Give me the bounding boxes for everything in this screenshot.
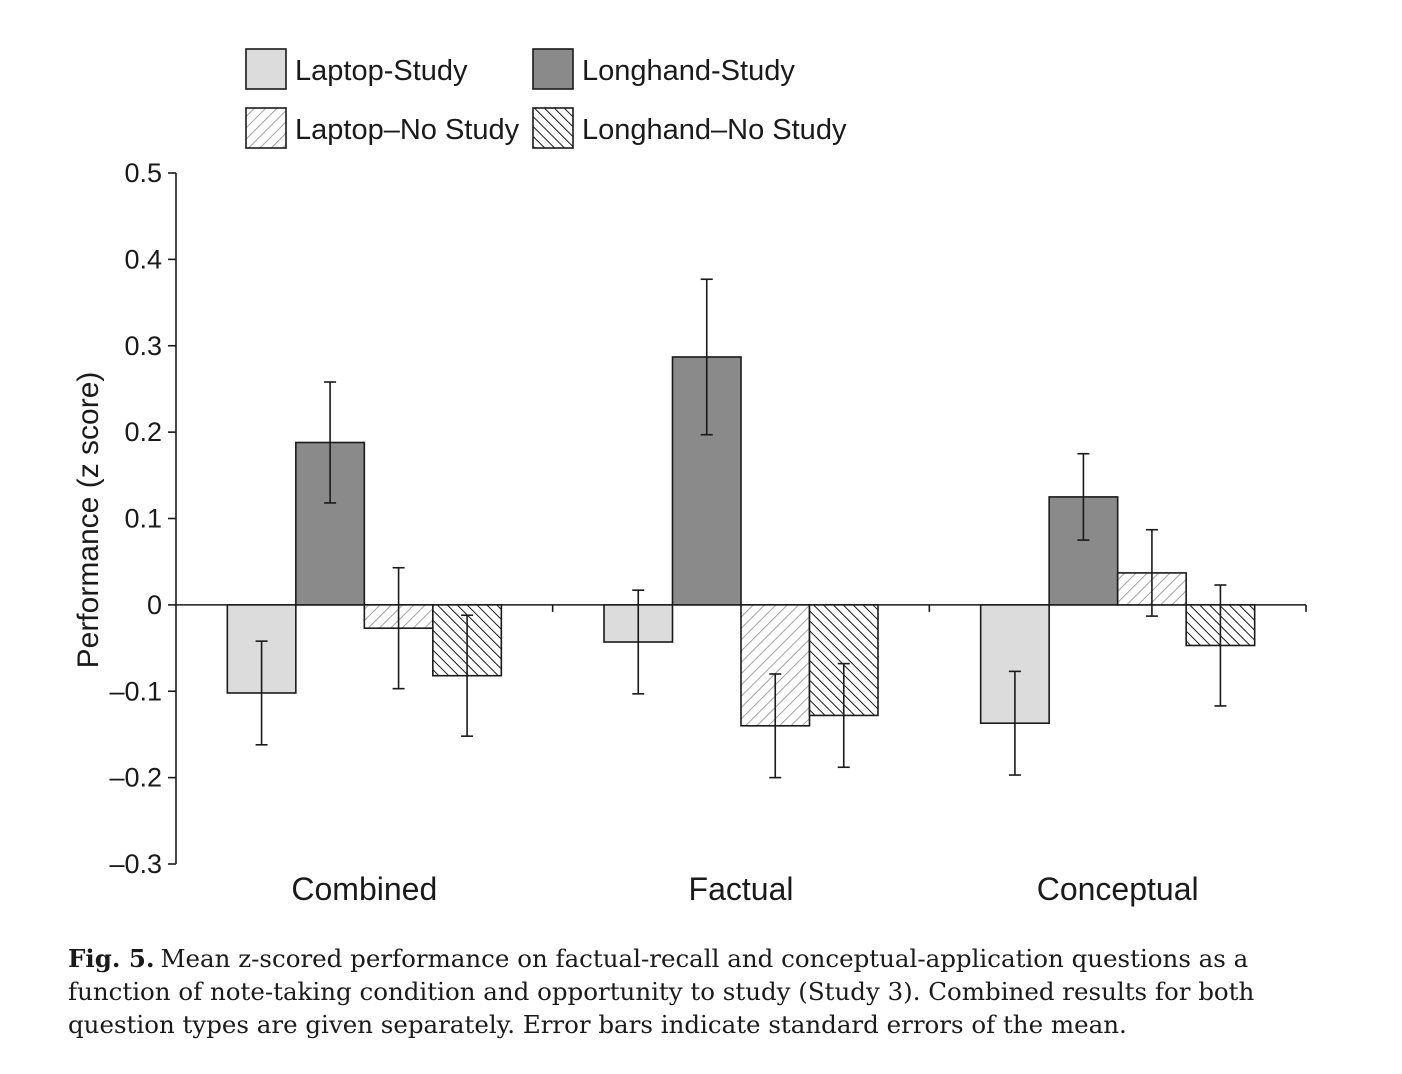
- y-tick-label: 0.2: [124, 417, 162, 447]
- legend-label: Laptop-Study: [295, 55, 468, 87]
- caption-label: Fig. 5.: [68, 944, 155, 973]
- legend-swatch: [532, 107, 574, 149]
- legend-swatch: [245, 48, 287, 90]
- y-tick-label: 0.5: [124, 158, 162, 188]
- y-tick-label: –0.2: [109, 763, 162, 793]
- bars: [226, 356, 1256, 727]
- axes: 0.5 0.4 0.3 0.2 0.1 0 –0.1 –0.2 –0.3 Performance …: [72, 158, 1307, 907]
- x-category-label: Conceptual: [1037, 871, 1199, 907]
- legend-swatch: [532, 48, 574, 90]
- y-tick-label: 0.4: [124, 244, 162, 274]
- x-category-label: Factual: [689, 871, 794, 907]
- x-category-label: Combined: [291, 871, 437, 907]
- caption-text: Mean z-scored performance on factual-rec…: [68, 944, 1255, 1039]
- legend-label: Longhand-Study: [582, 55, 795, 87]
- legend-label: Laptop–No Study: [295, 114, 520, 146]
- figure-caption: Fig. 5. Mean z-scored performance on fact…: [68, 942, 1316, 1041]
- y-tick-label: 0.3: [124, 331, 162, 361]
- legend: Laptop-Study Longhand-Study Laptop–No Stud…: [245, 48, 847, 149]
- chart: Laptop-Study Longhand-Study Laptop–No Stud…: [72, 48, 1307, 907]
- legend-swatch: [245, 107, 287, 149]
- y-tick-label: 0.1: [124, 504, 162, 534]
- y-tick-label: –0.1: [109, 676, 162, 706]
- legend-label: Longhand–No Study: [582, 114, 847, 146]
- error-bars: [255, 278, 1227, 779]
- y-axis-label: Performance (z score): [72, 372, 105, 669]
- y-tick-label: –0.3: [109, 849, 162, 879]
- y-tick-label: 0: [147, 590, 162, 620]
